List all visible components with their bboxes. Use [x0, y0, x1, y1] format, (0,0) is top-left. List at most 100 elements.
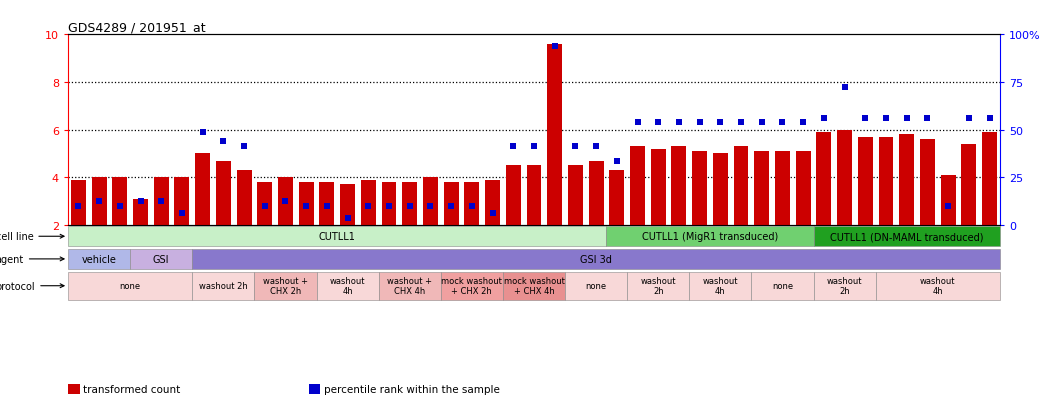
Bar — [193, 249, 1000, 269]
Point — [733, 120, 750, 126]
Text: washout
4h: washout 4h — [703, 276, 738, 296]
Bar — [444, 183, 459, 225]
Point — [774, 120, 790, 126]
Bar — [609, 171, 624, 225]
Bar — [775, 152, 789, 225]
Point — [670, 120, 687, 126]
Bar — [402, 183, 417, 225]
Bar — [713, 154, 728, 225]
Point — [981, 115, 998, 122]
Point — [195, 129, 211, 136]
Bar — [899, 135, 914, 225]
Text: washout
2h: washout 2h — [641, 276, 676, 296]
Bar — [379, 272, 441, 300]
Point — [526, 144, 542, 150]
Bar — [817, 133, 831, 225]
Text: GDS4289 / 201951_at: GDS4289 / 201951_at — [68, 21, 205, 34]
Bar — [175, 178, 190, 225]
Text: CUTLL1 (DN-MAML transduced): CUTLL1 (DN-MAML transduced) — [830, 232, 983, 242]
Point — [297, 203, 314, 210]
Point — [712, 120, 729, 126]
Bar — [112, 178, 128, 225]
Bar — [319, 183, 334, 225]
Text: washout 2h: washout 2h — [199, 282, 248, 290]
Bar — [588, 161, 603, 225]
Text: transformed count: transformed count — [83, 385, 180, 394]
Bar — [734, 147, 749, 225]
Bar — [961, 145, 976, 225]
Point — [215, 139, 231, 145]
Bar — [754, 152, 770, 225]
Bar — [503, 272, 565, 300]
Point — [795, 120, 811, 126]
Point — [422, 203, 439, 210]
Point — [505, 144, 521, 150]
Bar — [361, 180, 376, 225]
Text: mock washout
+ CHX 4h: mock washout + CHX 4h — [504, 276, 564, 296]
Point — [443, 203, 460, 210]
Point — [877, 115, 894, 122]
Text: none: none — [119, 282, 140, 290]
Bar — [878, 138, 893, 225]
Point — [856, 115, 873, 122]
Bar — [651, 149, 666, 225]
Bar — [258, 183, 272, 225]
Bar — [838, 130, 852, 225]
Point — [236, 144, 252, 150]
Bar — [506, 166, 520, 225]
Bar — [298, 183, 314, 225]
Point — [401, 203, 418, 210]
Point — [919, 115, 936, 122]
Point — [940, 203, 957, 210]
Point — [484, 210, 500, 217]
Point — [587, 144, 604, 150]
Bar — [752, 272, 814, 300]
Point — [960, 115, 977, 122]
Point — [174, 210, 191, 217]
Point — [650, 120, 667, 126]
Text: washout
2h: washout 2h — [827, 276, 863, 296]
Bar — [68, 249, 130, 269]
Bar — [279, 178, 293, 225]
Point — [132, 198, 149, 205]
Bar — [465, 183, 480, 225]
Bar — [692, 152, 707, 225]
Bar — [567, 166, 583, 225]
Point — [91, 198, 108, 205]
Text: GSI: GSI — [153, 254, 170, 264]
Bar — [193, 272, 254, 300]
Bar — [441, 272, 503, 300]
Bar — [216, 161, 230, 225]
Bar — [814, 226, 1000, 247]
Bar — [133, 199, 148, 225]
Bar — [237, 171, 251, 225]
Text: agent: agent — [0, 254, 64, 264]
Bar — [68, 226, 606, 247]
Point — [837, 84, 853, 91]
Bar — [195, 154, 210, 225]
Text: washout +
CHX 4h: washout + CHX 4h — [387, 276, 432, 296]
Point — [547, 44, 563, 50]
Point — [111, 203, 128, 210]
Text: vehicle: vehicle — [82, 254, 116, 264]
Bar — [814, 272, 875, 300]
Text: washout
4h: washout 4h — [330, 276, 365, 296]
Point — [754, 120, 771, 126]
Bar — [340, 185, 355, 225]
Point — [339, 215, 356, 221]
Point — [608, 158, 625, 164]
Bar — [316, 272, 379, 300]
Point — [277, 198, 294, 205]
Text: none: none — [585, 282, 606, 290]
Bar — [423, 178, 438, 225]
Bar — [940, 176, 956, 225]
Bar — [689, 272, 752, 300]
Bar — [671, 147, 687, 225]
Point — [816, 115, 832, 122]
Bar — [254, 272, 316, 300]
Text: cell line: cell line — [0, 232, 64, 242]
Text: percentile rank within the sample: percentile rank within the sample — [324, 385, 499, 394]
Text: CUTLL1: CUTLL1 — [319, 232, 356, 242]
Bar — [68, 272, 193, 300]
Text: washout
4h: washout 4h — [920, 276, 956, 296]
